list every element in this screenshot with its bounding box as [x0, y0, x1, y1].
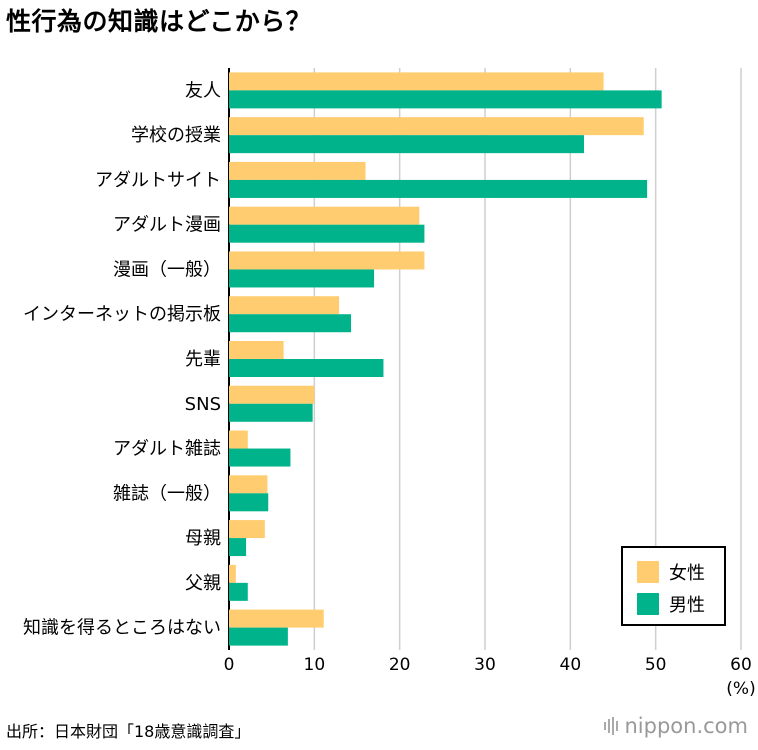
- bar-female: [229, 385, 315, 404]
- bar-female: [229, 475, 268, 494]
- bar-female: [229, 117, 644, 136]
- bar-male: [229, 179, 648, 198]
- bar-female: [229, 430, 248, 449]
- source-note: 出所：日本財団「18歳意識調査」: [6, 722, 251, 741]
- bar-male: [229, 90, 662, 109]
- legend-swatch-male: [637, 593, 659, 615]
- x-tick-label: 30: [474, 655, 496, 675]
- bar-male: [229, 135, 584, 154]
- legend-label-female: 女性: [669, 563, 705, 584]
- bar-female: [229, 72, 604, 91]
- bar-female: [229, 341, 284, 359]
- category-label: 母親: [185, 528, 221, 549]
- category-label: 学校の授業: [131, 125, 221, 146]
- legend-item-male: 男性: [637, 591, 705, 617]
- bar-male: [229, 403, 313, 422]
- bar-male: [229, 538, 247, 557]
- bar-male: [229, 359, 384, 377]
- bar-female: [229, 206, 420, 225]
- bar-female: [229, 251, 425, 270]
- legend-swatch-female: [637, 561, 659, 583]
- category-label: 雑誌（一般）: [113, 483, 221, 504]
- bar-male: [229, 314, 352, 333]
- chart-title: 性行為の知識はどこから？: [6, 7, 312, 36]
- bars: [229, 72, 662, 646]
- category-label: インターネットの掲示板: [23, 304, 221, 325]
- bar-male: [229, 448, 291, 467]
- category-label: アダルトサイト: [95, 170, 221, 191]
- legend: 女性 男性: [621, 546, 726, 626]
- x-tick-label: 50: [645, 655, 667, 675]
- bar-male: [229, 582, 248, 601]
- category-label: アダルト漫画: [113, 215, 221, 236]
- bar-female: [229, 609, 324, 628]
- x-tick-label: 40: [560, 655, 582, 675]
- brand-logo: nippon.com: [603, 714, 749, 738]
- category-label: 父親: [185, 573, 221, 594]
- bar-male: [229, 224, 425, 243]
- brand-name: nippon.com: [624, 714, 749, 738]
- x-tick-label: 0: [224, 655, 235, 675]
- bar-female: [229, 520, 265, 539]
- bar-female: [229, 161, 366, 180]
- legend-item-female: 女性: [637, 559, 705, 585]
- category-label: 先輩: [185, 349, 221, 370]
- x-tick-label: 20: [389, 655, 411, 675]
- category-label: 知識を得るところはない: [23, 618, 221, 639]
- category-label: 漫画（一般）: [113, 259, 221, 280]
- tick-labels: 0 10 20 30 40 50 60 (%): [224, 655, 756, 699]
- x-unit-label: (%): [726, 679, 755, 699]
- x-tick-label: 60: [730, 655, 752, 675]
- category-label: 友人: [185, 80, 221, 101]
- x-tick-label: 10: [304, 655, 326, 675]
- bar-female: [229, 564, 236, 583]
- bar-male: [229, 627, 288, 646]
- category-label: SNS: [185, 394, 221, 415]
- bar-male: [229, 269, 375, 288]
- category-label: アダルト雑誌: [113, 439, 221, 460]
- bar-female: [229, 296, 340, 315]
- legend-label-male: 男性: [669, 595, 705, 616]
- bar-male: [229, 493, 269, 512]
- brand-mark-icon: [603, 717, 618, 735]
